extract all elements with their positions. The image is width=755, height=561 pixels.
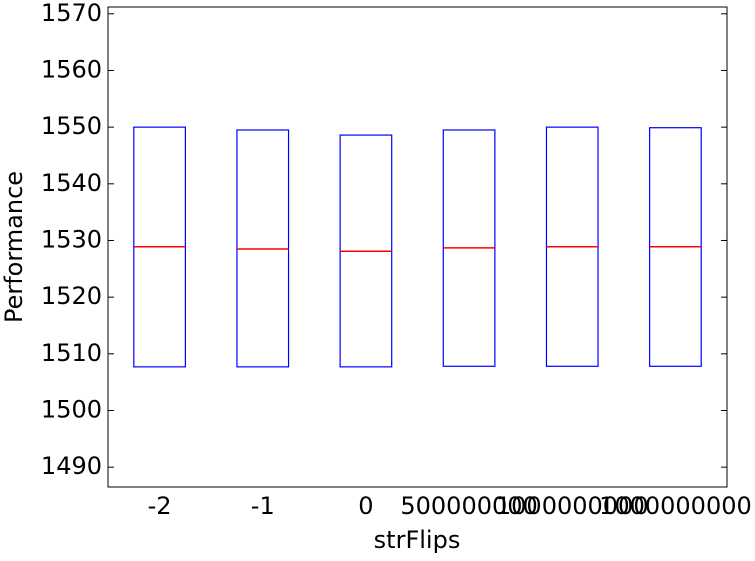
y-tick-label: 1520 [41,282,102,310]
y-tick-label: 1550 [41,112,102,140]
y-tick-label: 1510 [41,339,102,367]
x-tick-label: 500000000 [400,492,537,520]
plot-frame [107,6,728,488]
x-axis-label: strFlips [374,526,461,554]
y-tick-label: 1540 [41,169,102,197]
x-tick-label: -2 [148,492,172,520]
x-tick-label: -1 [251,492,275,520]
y-tick-label: 1530 [41,225,102,253]
y-tick-label: 1560 [41,55,102,83]
y-tick-label: 1570 [41,0,102,27]
y-tick-label: 1490 [41,452,102,480]
y-tick-label: 1500 [41,395,102,423]
x-tick-label: 1000000000 [599,492,752,520]
x-tick-label: 0 [358,492,373,520]
x-tick-label: 1000000000 [496,492,649,520]
y-axis-label: Performance [0,171,28,323]
